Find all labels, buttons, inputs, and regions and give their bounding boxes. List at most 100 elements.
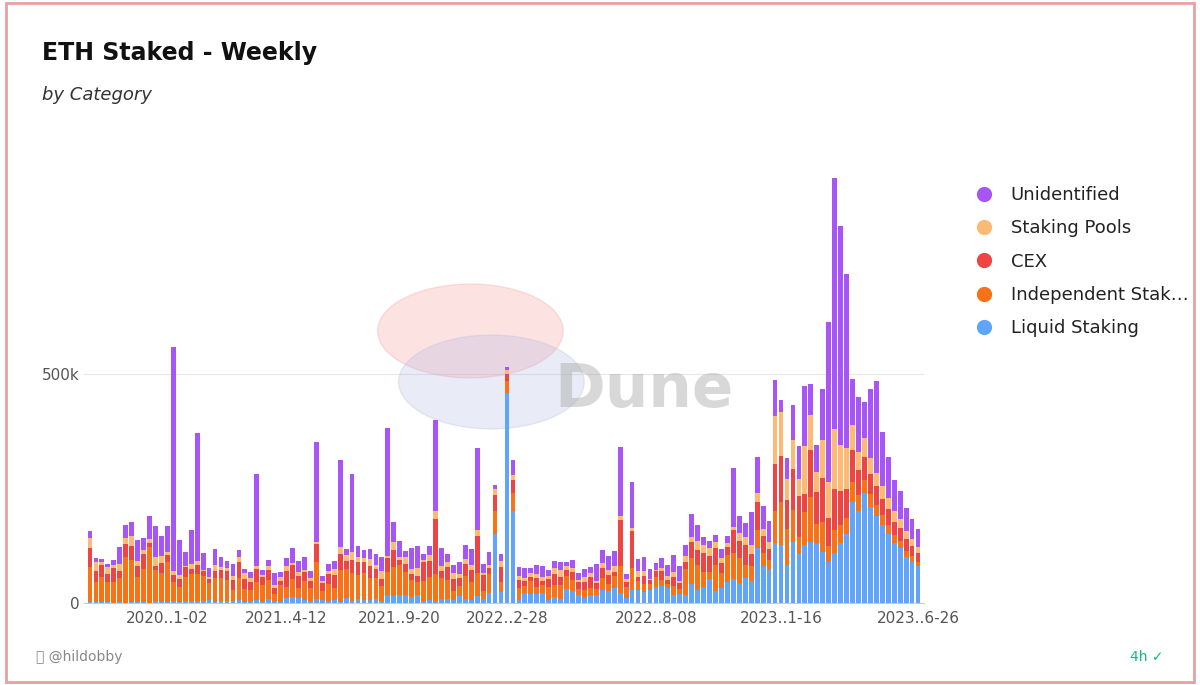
- Bar: [904, 557, 908, 603]
- Bar: [677, 583, 682, 588]
- Bar: [904, 539, 908, 551]
- Bar: [326, 601, 331, 603]
- Bar: [188, 564, 193, 569]
- Bar: [761, 566, 766, 603]
- Bar: [463, 545, 468, 559]
- Bar: [224, 580, 229, 601]
- Bar: [118, 547, 122, 564]
- Bar: [749, 545, 754, 554]
- Bar: [564, 562, 569, 566]
- Bar: [290, 564, 295, 579]
- Bar: [874, 486, 878, 505]
- Bar: [833, 530, 838, 553]
- Bar: [856, 397, 860, 452]
- Bar: [266, 566, 271, 571]
- Bar: [200, 575, 205, 601]
- Bar: [827, 322, 832, 482]
- Bar: [326, 573, 331, 584]
- Bar: [355, 575, 360, 599]
- Bar: [230, 590, 235, 601]
- Bar: [166, 555, 169, 562]
- Bar: [373, 599, 378, 603]
- Bar: [451, 573, 456, 579]
- Bar: [844, 534, 848, 603]
- Bar: [124, 525, 128, 538]
- Bar: [427, 600, 432, 603]
- Bar: [278, 586, 283, 601]
- Bar: [612, 571, 617, 576]
- Bar: [898, 519, 902, 528]
- Bar: [218, 570, 223, 578]
- Bar: [886, 498, 890, 509]
- Bar: [296, 575, 301, 588]
- Bar: [136, 540, 140, 561]
- Bar: [284, 558, 289, 566]
- Bar: [880, 499, 884, 515]
- Bar: [94, 558, 98, 562]
- Bar: [212, 578, 217, 602]
- Bar: [761, 553, 766, 566]
- Bar: [785, 479, 790, 499]
- Bar: [827, 482, 832, 519]
- Bar: [916, 553, 920, 562]
- Bar: [588, 588, 593, 595]
- Bar: [314, 599, 319, 603]
- Bar: [707, 541, 712, 547]
- Bar: [314, 543, 319, 544]
- Bar: [481, 590, 486, 599]
- Bar: [88, 531, 92, 538]
- Bar: [695, 564, 700, 590]
- Bar: [409, 574, 414, 580]
- Bar: [892, 479, 896, 512]
- Bar: [856, 452, 860, 471]
- Bar: [224, 601, 229, 603]
- Bar: [862, 402, 866, 438]
- Bar: [898, 548, 902, 603]
- Bar: [136, 602, 140, 603]
- Bar: [337, 601, 342, 603]
- Bar: [469, 570, 474, 582]
- Bar: [236, 550, 241, 557]
- Bar: [737, 540, 742, 558]
- Bar: [910, 519, 914, 539]
- Bar: [391, 542, 396, 549]
- Bar: [582, 590, 587, 599]
- Bar: [248, 590, 253, 601]
- Bar: [130, 560, 134, 601]
- Bar: [713, 548, 718, 566]
- Bar: [421, 562, 426, 581]
- Bar: [278, 571, 283, 577]
- Bar: [892, 543, 896, 603]
- Bar: [308, 588, 313, 601]
- Bar: [707, 556, 712, 572]
- Bar: [660, 586, 665, 603]
- Text: ETH Staked - Weekly: ETH Staked - Weekly: [42, 41, 317, 65]
- Bar: [130, 546, 134, 560]
- Bar: [916, 547, 920, 553]
- Bar: [200, 570, 205, 571]
- Bar: [118, 571, 122, 578]
- Bar: [182, 577, 187, 601]
- Bar: [272, 601, 277, 603]
- Bar: [188, 569, 193, 574]
- Bar: [821, 522, 826, 552]
- Bar: [683, 569, 688, 595]
- Bar: [701, 553, 706, 572]
- Bar: [296, 598, 301, 603]
- Bar: [337, 570, 342, 601]
- Bar: [839, 226, 842, 445]
- Bar: [683, 545, 688, 556]
- Bar: [654, 587, 659, 603]
- Bar: [660, 569, 665, 571]
- Bar: [779, 545, 784, 603]
- Bar: [457, 562, 462, 574]
- Bar: [552, 585, 557, 597]
- Bar: [290, 579, 295, 597]
- Bar: [868, 507, 872, 603]
- Bar: [385, 595, 390, 603]
- Bar: [672, 586, 676, 595]
- Bar: [182, 567, 187, 577]
- Bar: [332, 575, 336, 588]
- Bar: [100, 565, 104, 577]
- Bar: [606, 584, 611, 591]
